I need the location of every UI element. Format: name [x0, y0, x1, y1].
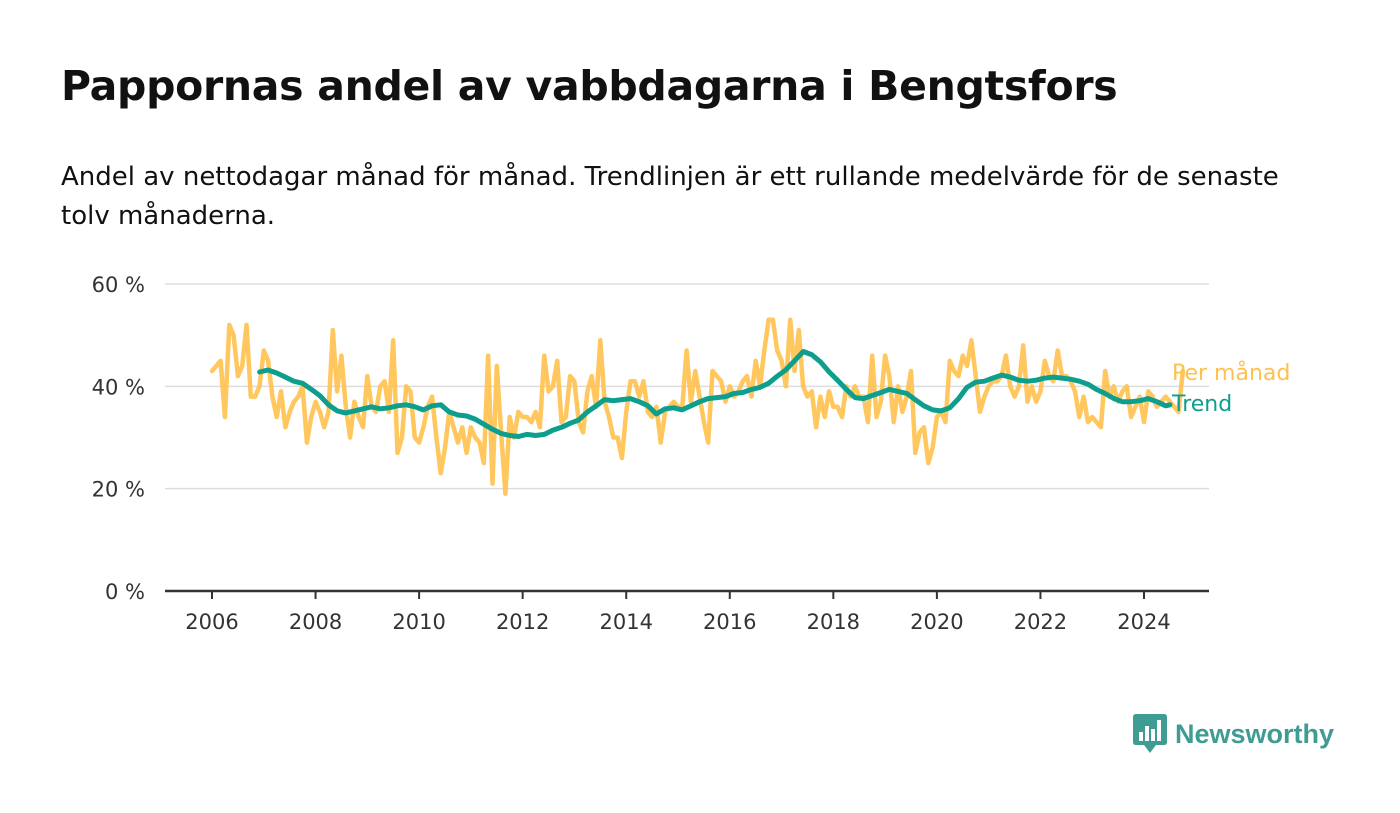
series-line-per-manad — [209, 317, 1186, 497]
y-tick-label: 40 % — [92, 375, 145, 399]
x-tick-label: 2024 — [1117, 610, 1170, 634]
series-label-per-manad: Per månad — [1172, 360, 1290, 386]
series-line-trend — [257, 349, 1173, 439]
newsworthy-logo-icon — [1133, 714, 1167, 753]
chart-subtitle: Andel av nettodagar månad för månad. Tre… — [61, 162, 1279, 231]
grid-lines — [165, 283, 1209, 593]
y-tick-label: 0 % — [105, 580, 145, 604]
x-tick-label: 2018 — [807, 610, 860, 634]
y-tick-label: 60 % — [92, 273, 145, 297]
x-tick-label: 2008 — [289, 610, 342, 634]
x-tick-label: 2006 — [185, 610, 238, 634]
chart-title: Pappornas andel av vabbdagarna i Bengtsf… — [61, 62, 1118, 110]
y-tick-label: 20 % — [92, 478, 145, 502]
y-axis-ticks: 0 % 20 % 40 % 60 % — [92, 273, 145, 604]
x-tick-label: 2014 — [599, 610, 652, 634]
series-lines — [209, 317, 1186, 497]
series-label-trend: Trend — [1171, 392, 1232, 417]
x-tick-label: 2022 — [1014, 610, 1067, 634]
newsworthy-logo[interactable]: Newsworthy — [1133, 712, 1334, 756]
series-labels: Per månad Trend — [1171, 360, 1290, 417]
x-axis-ticks: 2006 2008 2010 2012 2014 2016 2018 2020 2022 2024 — [185, 591, 1171, 634]
x-tick-label: 2012 — [496, 610, 549, 634]
x-tick-label: 2010 — [392, 610, 445, 634]
newsworthy-logo-text: Newsworthy — [1175, 718, 1335, 749]
x-tick-label: 2016 — [703, 610, 756, 634]
x-tick-label: 2020 — [910, 610, 963, 634]
